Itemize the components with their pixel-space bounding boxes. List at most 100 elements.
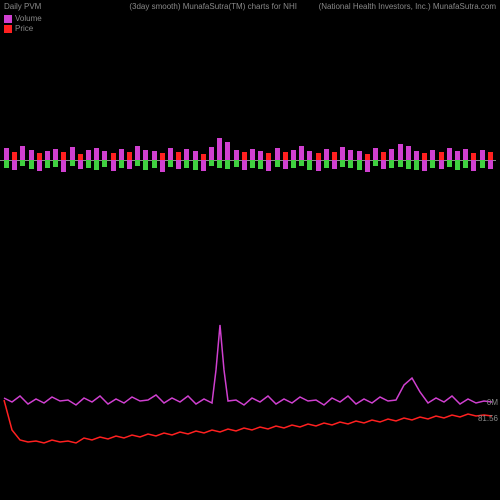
bar-top: [184, 149, 189, 160]
bar-bottom: [299, 160, 304, 166]
bar-top: [250, 149, 255, 160]
bar-bottom: [127, 160, 132, 169]
bar-bottom: [70, 160, 75, 166]
bar-bottom: [365, 160, 370, 172]
bar-bottom: [373, 160, 378, 166]
bar-bottom: [324, 160, 329, 168]
bar-bottom: [258, 160, 263, 169]
bar-bottom: [430, 160, 435, 168]
bar-top: [53, 149, 58, 160]
bar-bottom: [242, 160, 247, 170]
bar-top: [160, 153, 165, 160]
bar-top: [143, 150, 148, 160]
bar-top: [86, 150, 91, 160]
bar-bottom: [266, 160, 271, 171]
bar-bottom: [348, 160, 353, 168]
bar-bottom: [250, 160, 255, 168]
bar-bottom: [414, 160, 419, 170]
bar-top: [332, 152, 337, 160]
legend-price: Price: [4, 24, 42, 33]
bar-bottom: [193, 160, 198, 170]
bar-top: [135, 146, 140, 160]
bar-top: [348, 150, 353, 160]
bar-bottom: [406, 160, 411, 169]
bar-bottom: [455, 160, 460, 170]
bar-top: [102, 151, 107, 160]
bar-bottom: [463, 160, 468, 168]
bar-top: [29, 150, 34, 160]
bar-top: [111, 153, 116, 160]
bar-top: [283, 152, 288, 160]
bar-bottom: [119, 160, 124, 168]
bar-bottom: [94, 160, 99, 170]
bar-top: [488, 152, 493, 160]
legend-volume: Volume: [4, 14, 42, 23]
bar-bottom: [102, 160, 107, 167]
bar-top: [37, 153, 42, 160]
bar-top: [316, 153, 321, 160]
bar-top: [70, 147, 75, 160]
bar-top: [398, 144, 403, 160]
bar-bottom: [201, 160, 206, 171]
bar-top: [168, 148, 173, 160]
bar-top: [152, 151, 157, 160]
bar-top: [61, 152, 66, 160]
bar-bottom: [111, 160, 116, 171]
bar-top: [127, 152, 132, 160]
bar-top: [430, 150, 435, 160]
bar-top: [209, 147, 214, 160]
bar-bottom: [78, 160, 83, 169]
bar-top: [357, 151, 362, 160]
bar-top: [4, 148, 9, 160]
bar-top: [266, 153, 271, 160]
bar-bottom: [45, 160, 50, 168]
legend-volume-swatch: [4, 15, 12, 23]
bar-bottom: [447, 160, 452, 167]
bar-bottom: [307, 160, 312, 170]
y-axis-label-price: 81.56: [478, 414, 498, 423]
bar-bottom: [61, 160, 66, 172]
bar-bottom: [381, 160, 386, 169]
bar-top: [176, 152, 181, 160]
bar-top: [463, 149, 468, 160]
bar-top: [340, 147, 345, 160]
bar-bottom: [176, 160, 181, 169]
bar-top: [307, 151, 312, 160]
bar-top: [193, 151, 198, 160]
bar-bottom: [439, 160, 444, 169]
title-left: Daily PVM: [4, 2, 41, 11]
bar-bottom: [398, 160, 403, 167]
bar-top: [389, 149, 394, 160]
volume-line: [4, 325, 492, 405]
chart-header: Daily PVM (3day smooth) MunafaSutra(TM) …: [0, 2, 500, 11]
price-line: [4, 400, 492, 443]
legend-price-swatch: [4, 25, 12, 33]
bar-top: [242, 152, 247, 160]
bar-top: [447, 148, 452, 160]
bar-bottom: [422, 160, 427, 171]
chart-legend: Volume Price: [4, 14, 42, 34]
bar-bottom: [86, 160, 91, 168]
price-volume-line-chart: [0, 300, 496, 460]
bar-top: [471, 153, 476, 160]
bar-bottom: [168, 160, 173, 167]
bar-top: [45, 151, 50, 160]
bar-top: [373, 148, 378, 160]
bar-bottom: [4, 160, 9, 168]
bar-bottom: [20, 160, 25, 166]
bar-top: [275, 148, 280, 160]
bar-bottom: [357, 160, 362, 170]
bar-bottom: [291, 160, 296, 168]
volume-bar-chart: [0, 125, 496, 195]
bar-bottom: [234, 160, 239, 167]
bar-top: [94, 148, 99, 160]
bar-top: [439, 152, 444, 160]
title-center: (3day smooth) MunafaSutra(TM) charts for…: [129, 2, 297, 11]
legend-volume-label: Volume: [15, 14, 42, 23]
bar-bottom: [316, 160, 321, 171]
bar-bottom: [332, 160, 337, 169]
bar-bottom: [217, 160, 222, 168]
bar-top: [414, 151, 419, 160]
bar-bottom: [37, 160, 42, 171]
bar-bottom: [143, 160, 148, 170]
